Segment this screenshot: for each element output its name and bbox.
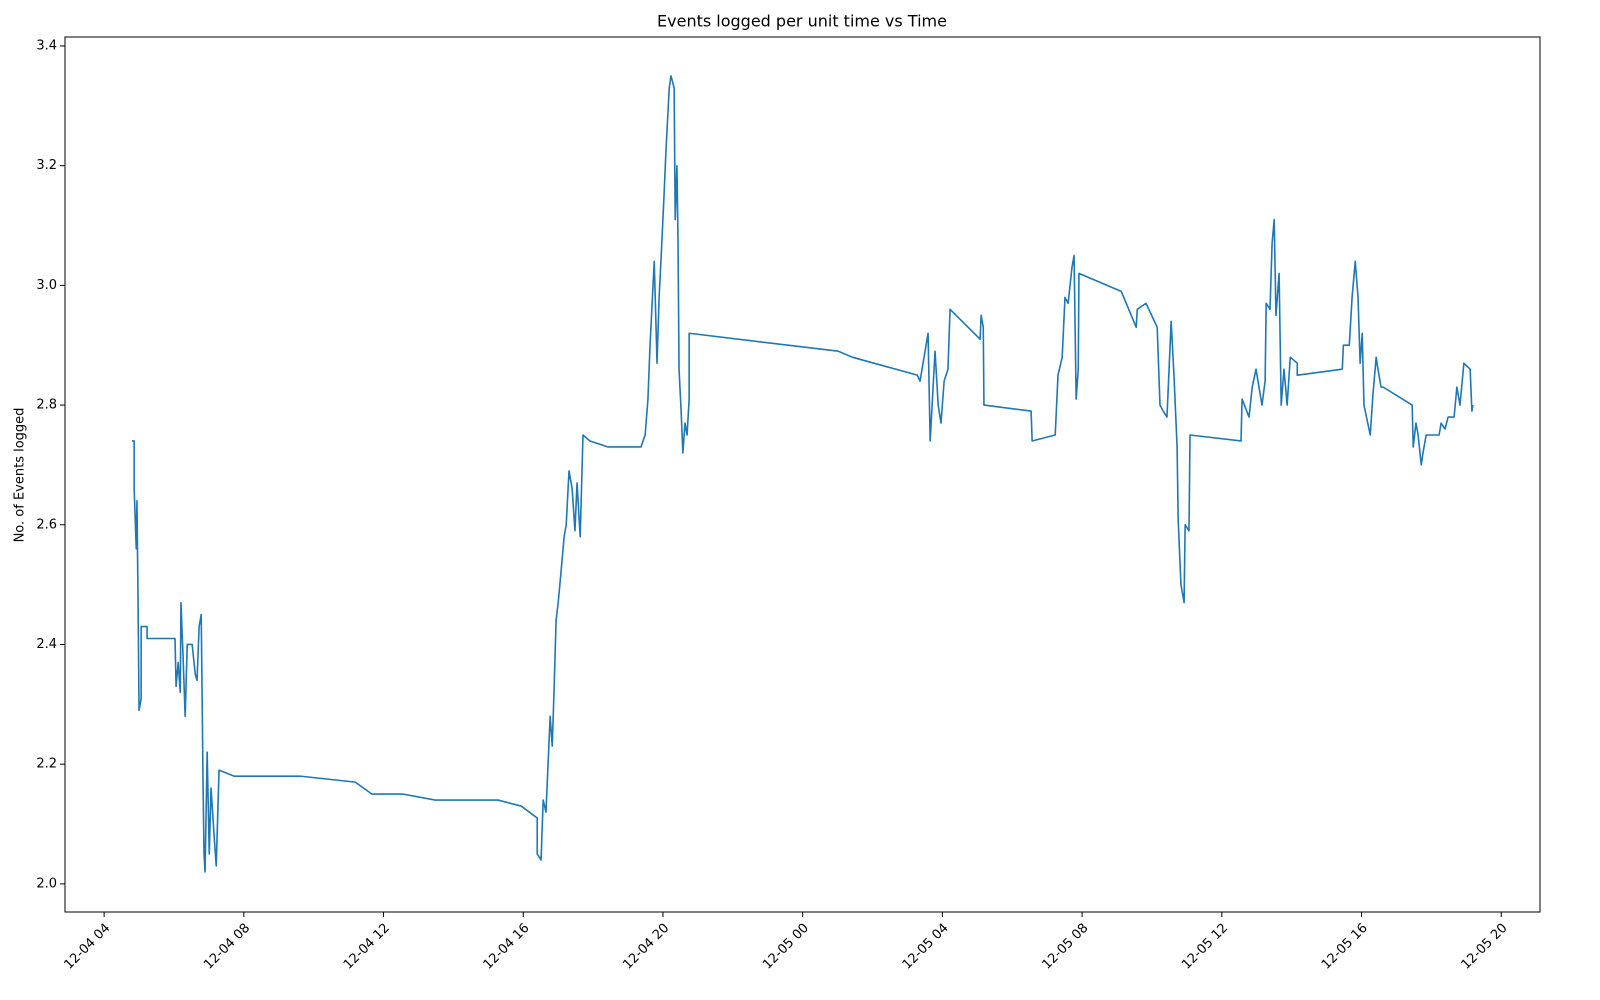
y-tick-label: 3.0 xyxy=(36,278,57,293)
y-tick-label: 2.6 xyxy=(36,517,57,532)
y-tick-label: 2.4 xyxy=(36,637,57,652)
series-line xyxy=(132,75,1474,873)
y-tick-label: 2.2 xyxy=(36,757,57,772)
y-tick-label: 2.0 xyxy=(36,876,57,891)
chart-title: Events logged per unit time vs Time xyxy=(657,12,947,31)
y-tick-label: 3.2 xyxy=(36,158,57,173)
y-axis-label: No. of Events logged xyxy=(13,408,28,543)
y-tick-label: 2.8 xyxy=(36,398,57,413)
y-tick-label: 3.4 xyxy=(36,38,57,53)
